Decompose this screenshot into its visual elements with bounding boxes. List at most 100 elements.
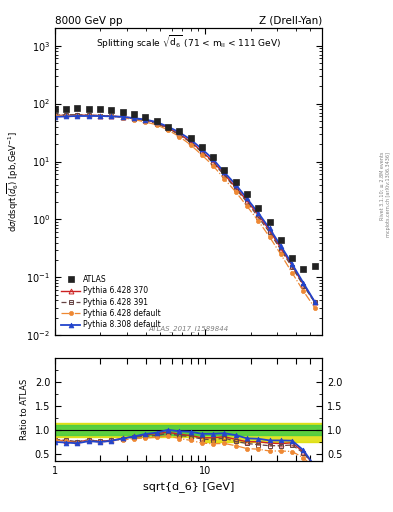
Text: ATLAS_2017_I1589844: ATLAS_2017_I1589844 (149, 326, 229, 332)
ATLAS (279, 237, 283, 243)
Pythia 6.428 391 (132, 116, 136, 122)
Pythia 6.428 370 (98, 113, 103, 119)
Line: Pythia 8.308 default: Pythia 8.308 default (53, 114, 317, 304)
Pythia 6.428 370 (132, 115, 136, 121)
Pythia 8.308 default (188, 136, 193, 142)
Pythia 8.308 default (199, 146, 204, 152)
Pythia 6.428 391 (86, 112, 91, 118)
Pythia 6.428 370 (301, 282, 306, 288)
Pythia 6.428 default (279, 251, 283, 258)
ATLAS (290, 254, 294, 261)
Pythia 6.428 default (64, 113, 69, 119)
Pythia 6.428 default (199, 152, 204, 158)
Pythia 8.308 default (120, 114, 125, 120)
Pythia 6.428 default (120, 115, 125, 121)
Pythia 6.428 370 (199, 148, 204, 155)
Pythia 6.428 391 (154, 121, 159, 127)
Pythia 8.308 default (211, 156, 215, 162)
ATLAS (109, 106, 114, 113)
Y-axis label: Ratio to ATLAS: Ratio to ATLAS (20, 379, 29, 440)
Pythia 6.428 391 (199, 149, 204, 155)
Y-axis label: d$\sigma$/dsqrt($\overline{d_6}$) [pb,GeV$^{-1}$]: d$\sigma$/dsqrt($\overline{d_6}$) [pb,Ge… (6, 131, 21, 232)
Pythia 6.428 default (233, 189, 238, 195)
Pythia 6.428 370 (143, 117, 148, 123)
Pythia 6.428 default (177, 134, 182, 140)
Pythia 6.428 370 (233, 184, 238, 190)
ATLAS (143, 114, 148, 120)
Pythia 6.428 default (98, 113, 103, 119)
Pythia 6.428 370 (109, 113, 114, 119)
Legend: ATLAS, Pythia 6.428 370, Pythia 6.428 391, Pythia 6.428 default, Pythia 8.308 de: ATLAS, Pythia 6.428 370, Pythia 6.428 39… (59, 273, 163, 332)
Pythia 8.308 default (290, 261, 294, 267)
Pythia 6.428 391 (301, 283, 306, 289)
ATLAS (86, 106, 91, 112)
Pythia 8.308 default (301, 280, 306, 286)
ATLAS (120, 109, 125, 115)
Pythia 6.428 391 (177, 132, 182, 138)
Pythia 6.428 370 (75, 112, 80, 118)
Pythia 6.428 370 (188, 139, 193, 145)
Line: ATLAS: ATLAS (52, 104, 318, 272)
Pythia 6.428 default (256, 218, 261, 224)
Pythia 6.428 default (267, 234, 272, 240)
Pythia 6.428 370 (177, 131, 182, 137)
Text: Splitting scale $\sqrt{\rm d_6}$ (71 < m$_{\rm ll}$ < 111 GeV): Splitting scale $\sqrt{\rm d_6}$ (71 < m… (96, 34, 281, 51)
Pythia 6.428 default (75, 113, 80, 119)
Pythia 8.308 default (165, 123, 170, 130)
Pythia 8.308 default (75, 113, 80, 119)
Pythia 6.428 default (290, 270, 294, 276)
Pythia 6.428 370 (53, 113, 57, 119)
Pythia 6.428 391 (233, 185, 238, 191)
Pythia 6.428 391 (64, 112, 69, 118)
Pythia 6.428 391 (75, 112, 80, 118)
Pythia 8.308 default (86, 113, 91, 119)
Pythia 8.308 default (244, 196, 249, 202)
Pythia 8.308 default (64, 113, 69, 119)
Pythia 6.428 370 (120, 114, 125, 120)
Pythia 6.428 370 (279, 245, 283, 251)
Pythia 6.428 default (109, 113, 114, 119)
Pythia 6.428 391 (267, 229, 272, 236)
Pythia 6.428 391 (109, 113, 114, 119)
Pythia 6.428 default (154, 122, 159, 128)
Pythia 6.428 default (188, 142, 193, 148)
Pythia 6.428 default (244, 203, 249, 209)
Pythia 6.428 default (222, 176, 227, 182)
Pythia 8.308 default (312, 298, 317, 305)
Pythia 6.428 391 (290, 264, 294, 270)
Pythia 6.428 391 (312, 300, 317, 306)
ATLAS (98, 105, 103, 112)
Text: Rivet 3.1.10; ≥ 2.8M events
mcplots.cern.ch [arXiv:1306.3436]: Rivet 3.1.10; ≥ 2.8M events mcplots.cern… (380, 152, 391, 237)
ATLAS (256, 205, 261, 211)
Pythia 6.428 default (143, 119, 148, 125)
Pythia 6.428 391 (244, 199, 249, 205)
Pythia 8.308 default (177, 129, 182, 135)
Pythia 6.428 370 (64, 112, 69, 118)
Pythia 6.428 391 (143, 118, 148, 124)
Pythia 6.428 default (132, 116, 136, 122)
ATLAS (233, 179, 238, 185)
Pythia 8.308 default (279, 243, 283, 249)
Pythia 6.428 default (211, 162, 215, 168)
Pythia 6.428 391 (188, 139, 193, 145)
X-axis label: sqrt{d_6} [GeV]: sqrt{d_6} [GeV] (143, 481, 234, 492)
Pythia 6.428 370 (222, 172, 227, 178)
Pythia 6.428 391 (279, 247, 283, 253)
Pythia 6.428 370 (290, 263, 294, 269)
ATLAS (75, 104, 80, 111)
ATLAS (53, 106, 57, 113)
Pythia 6.428 default (301, 288, 306, 294)
ATLAS (312, 263, 317, 269)
ATLAS (211, 154, 215, 160)
Pythia 6.428 default (165, 127, 170, 133)
ATLAS (199, 144, 204, 150)
Pythia 6.428 391 (120, 114, 125, 120)
ATLAS (244, 190, 249, 197)
Pythia 6.428 370 (267, 227, 272, 233)
Pythia 6.428 391 (211, 160, 215, 166)
Pythia 8.308 default (132, 115, 136, 121)
Pythia 6.428 370 (154, 119, 159, 125)
Line: Pythia 6.428 default: Pythia 6.428 default (53, 114, 317, 310)
Pythia 6.428 391 (165, 125, 170, 132)
ATLAS (222, 167, 227, 174)
